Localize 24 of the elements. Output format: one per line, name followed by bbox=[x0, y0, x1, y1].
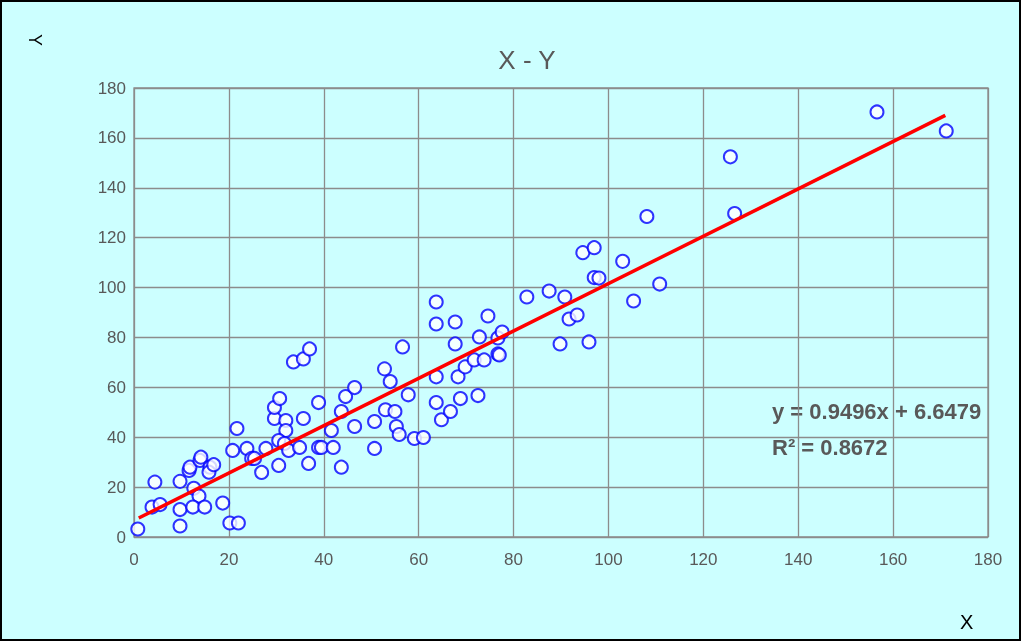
y-tick-label: 0 bbox=[116, 527, 126, 547]
y-tick-label: 180 bbox=[97, 78, 126, 98]
y-tick-label: 100 bbox=[97, 278, 126, 298]
y-axis-title: Y bbox=[25, 34, 45, 47]
y-tick-label: 20 bbox=[107, 477, 126, 497]
chart-title: X - Y bbox=[498, 45, 556, 75]
x-tick-label: 180 bbox=[973, 550, 1003, 569]
x-tick-label: 20 bbox=[219, 550, 239, 569]
y-tick-label: 140 bbox=[97, 178, 126, 198]
x-tick-label: 80 bbox=[504, 550, 524, 569]
x-tick-label: 100 bbox=[594, 550, 623, 569]
annotation: R² = 0.8672 bbox=[772, 434, 888, 460]
x-tick-label: 60 bbox=[409, 550, 429, 569]
x-tick-label: 140 bbox=[784, 550, 813, 569]
y-tick-label: 40 bbox=[107, 427, 126, 447]
y-tick-label: 80 bbox=[107, 327, 126, 347]
x-tick-label: 160 bbox=[878, 550, 908, 569]
y-tick-label: 60 bbox=[107, 377, 126, 397]
x-tick-label: 40 bbox=[314, 550, 334, 569]
x-axis-title: X bbox=[960, 611, 974, 633]
y-tick-label: 120 bbox=[97, 228, 126, 248]
y-tick-label: 160 bbox=[97, 128, 126, 148]
x-tick-label: 120 bbox=[689, 550, 718, 569]
x-tick-label: 0 bbox=[129, 550, 139, 569]
